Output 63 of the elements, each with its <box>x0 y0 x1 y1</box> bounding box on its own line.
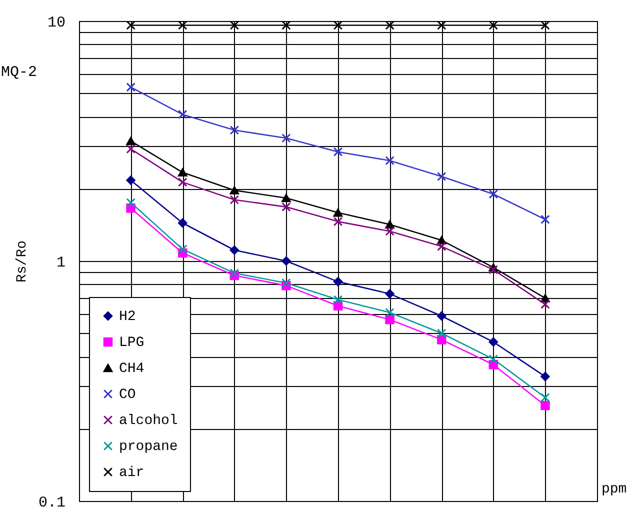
point <box>282 256 291 266</box>
y-tick-label: 10 <box>47 14 66 32</box>
y-tick-label: 1 <box>56 254 66 272</box>
x-axis-title: ppm <box>602 482 627 498</box>
point <box>540 400 550 410</box>
point <box>178 218 188 228</box>
point <box>436 328 446 338</box>
point <box>385 289 394 298</box>
point <box>282 278 291 288</box>
legend-label: CH4 <box>119 361 144 377</box>
point <box>230 186 240 194</box>
point <box>540 372 550 382</box>
point <box>178 178 188 187</box>
point <box>126 82 136 92</box>
point <box>488 265 498 274</box>
point <box>385 308 394 318</box>
point <box>282 194 291 202</box>
point <box>333 216 343 226</box>
point <box>282 202 291 212</box>
point <box>282 20 291 30</box>
point <box>385 220 394 229</box>
point <box>436 242 446 252</box>
legend-label: propane <box>119 439 178 455</box>
point <box>488 20 498 30</box>
legend-label: LPG <box>119 335 144 351</box>
legend-label: H2 <box>119 309 136 325</box>
point <box>385 314 394 324</box>
point <box>230 268 240 278</box>
point <box>333 277 343 286</box>
point <box>436 311 446 321</box>
point <box>540 300 550 309</box>
point <box>178 168 188 176</box>
point <box>178 244 188 254</box>
point <box>385 226 394 236</box>
point <box>126 136 136 146</box>
point <box>488 189 498 199</box>
point <box>436 335 446 344</box>
point <box>436 172 446 182</box>
point <box>333 147 343 156</box>
point <box>385 156 394 166</box>
point <box>540 214 550 224</box>
point <box>333 208 343 217</box>
y-tick-label: 0.1 <box>38 494 66 512</box>
point <box>126 198 136 208</box>
point <box>488 354 498 364</box>
legend-label: CO <box>119 387 136 403</box>
point <box>540 392 550 402</box>
point <box>126 176 136 185</box>
point <box>230 195 240 204</box>
point <box>178 110 188 120</box>
point <box>333 295 343 304</box>
point <box>488 337 498 347</box>
point <box>282 134 291 143</box>
legend-label: air <box>119 465 144 481</box>
point <box>230 126 240 135</box>
legend-label: alcohol <box>119 413 178 429</box>
point <box>540 20 550 30</box>
point <box>230 246 240 255</box>
point <box>230 20 240 30</box>
point <box>126 144 136 154</box>
point <box>540 294 550 302</box>
text: MQ-2 <box>1 64 38 81</box>
y-axis-title: Rs/Ro <box>14 240 30 283</box>
